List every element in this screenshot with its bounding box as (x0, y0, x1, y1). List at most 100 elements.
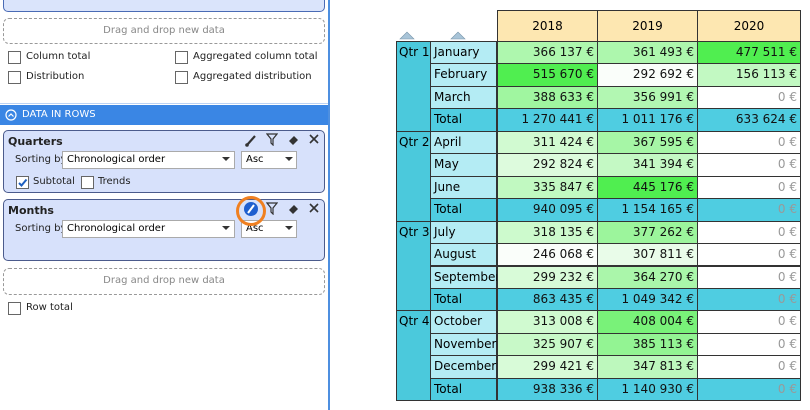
row-label: December (430, 355, 497, 379)
total-label: Total (430, 108, 497, 132)
dropdown-arrow[interactable] (285, 226, 293, 231)
row-label: January (430, 41, 497, 65)
collapse-icon[interactable] (5, 109, 17, 121)
sort-label: Sorting by (15, 154, 67, 165)
dropdown-arrow[interactable] (222, 157, 230, 162)
checkbox-label: Subtotal (33, 176, 75, 187)
value-cell: 445 176 € (597, 175, 698, 200)
total-cell: 940 095 € (497, 198, 598, 222)
total-cell: 0 € (697, 377, 801, 402)
field-name: Months (8, 204, 54, 217)
sort-select[interactable]: Chronological order (62, 220, 235, 238)
checkbox[interactable] (8, 302, 21, 315)
checkmark (18, 178, 28, 187)
row-group: Qtr 4 (396, 310, 431, 402)
checkbox-label: Trends (98, 176, 131, 187)
total-cell: 0 € (697, 198, 801, 222)
checkbox-label: Aggregated distribution (193, 71, 312, 82)
checkbox[interactable] (8, 71, 21, 84)
value-cell: 0 € (697, 265, 801, 289)
value-cell: 0 € (697, 130, 801, 155)
sort-arrows[interactable] (398, 30, 478, 40)
sort-select[interactable]: Chronological order (62, 151, 235, 169)
filter-icon[interactable] (266, 133, 278, 146)
checkbox-label: Row total (26, 302, 73, 313)
value-cell: 156 113 € (697, 63, 801, 87)
value-cell: 388 633 € (497, 85, 598, 110)
left-panel (0, 0, 330, 410)
row-group: Qtr 1 (396, 41, 431, 132)
value-cell: 299 232 € (497, 265, 598, 289)
total-label: Total (430, 377, 497, 402)
checkbox-label: Distribution (26, 71, 85, 82)
value-cell: 325 907 € (497, 332, 598, 357)
value-cell: 367 595 € (597, 130, 698, 155)
row-label: March (430, 85, 497, 110)
value-cell: 0 € (697, 332, 801, 357)
value-cell: 299 421 € (497, 355, 598, 379)
column-header: 2019 (597, 10, 698, 42)
row-label: October (430, 310, 497, 334)
value-cell: 385 113 € (597, 332, 698, 357)
column-header: 2018 (497, 10, 598, 42)
brush-icon[interactable] (244, 133, 258, 147)
drop-zone[interactable]: Drag and drop new data (3, 268, 325, 295)
dropdown-arrow[interactable] (222, 226, 230, 231)
value-cell: 356 991 € (597, 85, 698, 110)
checkbox[interactable] (8, 51, 21, 64)
value-cell: 0 € (697, 355, 801, 379)
row-group: Qtr 3 (396, 220, 431, 312)
value-cell: 318 135 € (497, 220, 598, 245)
value-cell: 347 813 € (597, 355, 698, 379)
row-label: May (430, 153, 497, 177)
value-cell: 477 511 € (697, 41, 801, 65)
row-label: July (430, 220, 497, 245)
value-cell: 366 137 € (497, 41, 598, 65)
total-cell: 633 624 € (697, 108, 801, 132)
brush-icon[interactable] (244, 202, 258, 216)
section-header[interactable]: DATA IN ROWS (0, 105, 328, 125)
row-label: February (430, 63, 497, 87)
total-cell: 1 270 441 € (497, 108, 598, 132)
checkbox-label: Column total (26, 51, 91, 62)
row-label: April (430, 130, 497, 155)
value-cell: 311 424 € (497, 130, 598, 155)
total-label: Total (430, 287, 497, 312)
field-box (3, 0, 325, 12)
value-cell: 307 811 € (597, 243, 698, 267)
value-cell: 364 270 € (597, 265, 698, 289)
close-icon[interactable] (309, 134, 319, 144)
row-label: November (430, 332, 497, 357)
value-cell: 377 262 € (597, 220, 698, 245)
row-label: August (430, 243, 497, 267)
value-cell: 0 € (697, 310, 801, 334)
value-cell: 313 008 € (497, 310, 598, 334)
drop-zone[interactable]: Drag and drop new data (3, 18, 325, 44)
close-icon[interactable] (309, 203, 319, 213)
checkbox-label: Aggregated column total (193, 51, 318, 62)
total-cell: 1 140 930 € (597, 377, 698, 402)
value-cell: 341 394 € (597, 153, 698, 177)
separator (0, 103, 328, 104)
checkbox[interactable] (175, 71, 188, 84)
total-cell: 1 011 176 € (597, 108, 698, 132)
value-cell: 0 € (697, 85, 801, 110)
filter-icon[interactable] (266, 202, 278, 215)
field-name: Quarters (8, 135, 63, 148)
total-cell: 1 154 165 € (597, 198, 698, 222)
value-cell: 246 068 € (497, 243, 598, 267)
value-cell: 408 004 € (597, 310, 698, 334)
dropdown-arrow[interactable] (285, 157, 293, 162)
checkbox[interactable] (175, 51, 188, 64)
checkbox[interactable] (81, 176, 94, 189)
eraser-icon[interactable] (287, 202, 300, 215)
order-select[interactable]: Asc (241, 151, 297, 169)
sort-label: Sorting by (15, 223, 67, 234)
value-cell: 361 493 € (597, 41, 698, 65)
eraser-icon[interactable] (287, 133, 300, 146)
value-cell: 292 692 € (597, 63, 698, 87)
row-group: Qtr 2 (396, 130, 431, 222)
total-cell: 938 336 € (497, 377, 598, 402)
value-cell: 0 € (697, 153, 801, 177)
